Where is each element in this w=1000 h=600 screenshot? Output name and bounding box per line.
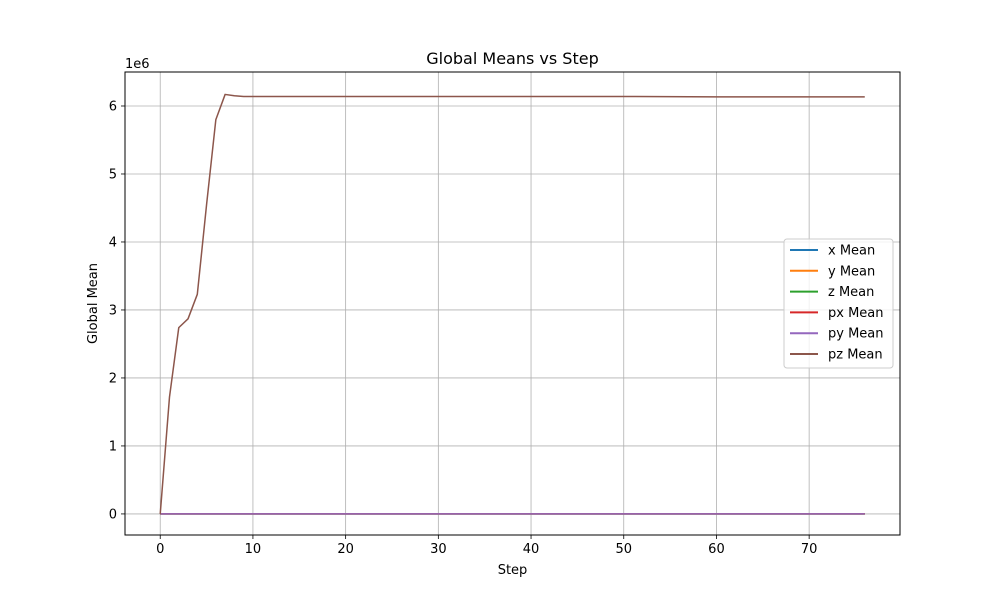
- x-tick-label: 40: [523, 542, 540, 557]
- y-tick-label: 4: [109, 235, 117, 250]
- series-layer: [159, 93, 865, 515]
- y-axis-label: Global Mean: [86, 263, 101, 344]
- axis-ticks: 0 10 20 30 40 50 60 70 0 1 2 3 4 5 6: [109, 99, 818, 557]
- x-tick-label: 70: [801, 542, 818, 557]
- legend-label: z Mean: [828, 285, 874, 300]
- y-tick-label: 1: [109, 439, 117, 454]
- y-tick-label: 3: [109, 303, 117, 318]
- plot-frame: [124, 71, 901, 536]
- chart-title: Global Means vs Step: [426, 49, 598, 68]
- x-tick-label: 50: [615, 542, 632, 557]
- y-scale-label: 1e6: [125, 57, 150, 72]
- y-tick-label: 6: [109, 99, 117, 114]
- legend-label: px Mean: [828, 306, 884, 321]
- legend-label: x Mean: [828, 244, 875, 259]
- legend-label: py Mean: [828, 327, 884, 342]
- legend-label: pz Mean: [828, 348, 883, 363]
- y-tick-label: 2: [109, 371, 117, 386]
- x-tick-label: 10: [245, 542, 262, 557]
- y-tick-label: 0: [109, 507, 117, 522]
- legend: x Mean y Mean z Mean px Mean py Mean pz Mean: [783, 238, 894, 369]
- series-line-pz-mean: [159, 93, 865, 514]
- x-tick-label: 20: [337, 542, 354, 557]
- x-tick-label: 0: [156, 542, 164, 557]
- x-axis-label: Step: [498, 563, 528, 578]
- x-tick-label: 30: [430, 542, 447, 557]
- x-tick-label: 60: [708, 542, 725, 557]
- legend-label: y Mean: [828, 264, 875, 279]
- y-tick-label: 5: [109, 167, 117, 182]
- grid-lines: [125, 72, 900, 535]
